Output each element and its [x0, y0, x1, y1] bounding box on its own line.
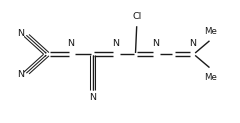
Text: N: N [189, 39, 196, 48]
Text: Me: Me [204, 27, 217, 36]
Text: N: N [89, 93, 96, 102]
Text: N: N [112, 39, 119, 48]
Text: N: N [68, 39, 75, 48]
Text: Cl: Cl [132, 12, 141, 21]
Text: Me: Me [204, 73, 217, 82]
Text: N: N [17, 70, 24, 79]
Text: N: N [17, 29, 24, 38]
Text: N: N [152, 39, 159, 48]
